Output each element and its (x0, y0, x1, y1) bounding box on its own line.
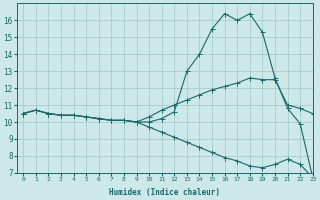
X-axis label: Humidex (Indice chaleur): Humidex (Indice chaleur) (109, 188, 220, 197)
